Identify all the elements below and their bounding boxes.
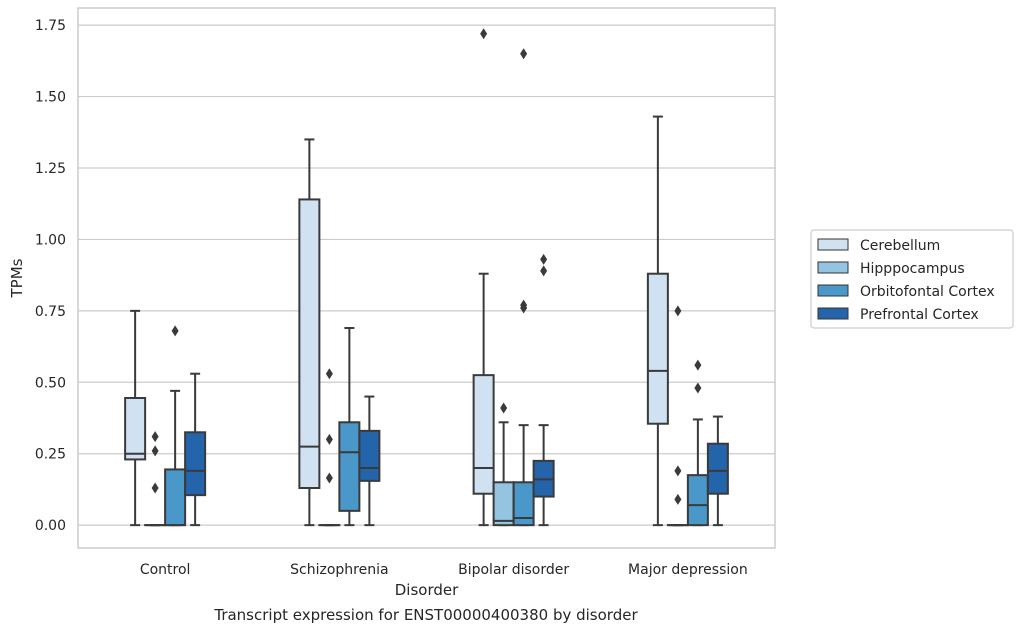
- box-3-3: [706, 442, 729, 495]
- x-tick-label: Bipolar disorder: [458, 562, 569, 578]
- legend-label: Cerebellum: [860, 238, 940, 254]
- plot-frame: [77, 7, 776, 549]
- outlier-point: [151, 482, 159, 494]
- legend-swatch: [817, 284, 849, 297]
- box-2-3: [686, 474, 709, 527]
- box-2-2: [512, 481, 535, 527]
- outlier-point: [674, 305, 682, 317]
- box-1-2: [492, 481, 515, 527]
- y-tick-label: 1.25: [35, 161, 66, 177]
- legend-swatch: [817, 261, 849, 274]
- legend-label: Prefrontal Cortex: [860, 307, 979, 323]
- outlier-point: [674, 465, 682, 477]
- y-tick-label: 1.00: [35, 232, 66, 248]
- x-tick-label: Schizophrenia: [290, 562, 388, 578]
- legend-label: Orbitofontal Cortex: [860, 284, 995, 300]
- legend-swatch: [817, 307, 849, 320]
- outlier-point: [520, 299, 528, 311]
- y-tick-label: 1.50: [35, 90, 66, 106]
- outlier-point: [480, 28, 488, 40]
- outlier-point: [540, 265, 548, 277]
- y-tick-label: 0.50: [35, 375, 66, 391]
- box-0-3: [646, 272, 669, 425]
- y-tick-label: 0.00: [35, 518, 66, 534]
- box-2-0: [164, 468, 187, 527]
- outlier-point: [674, 493, 682, 505]
- outlier-point: [151, 445, 159, 457]
- box-0-0: [124, 397, 147, 461]
- outlier-point: [520, 48, 528, 60]
- y-axis-label: TPMs: [8, 258, 26, 298]
- figure-caption: Transcript expression for ENST0000040038…: [214, 606, 638, 624]
- legend-label: Hipppocampus: [860, 261, 965, 277]
- y-tick-label: 0.75: [35, 304, 66, 320]
- box-0-2: [472, 374, 495, 495]
- x-tick-label: Control: [140, 562, 191, 578]
- outlier-point: [325, 433, 333, 445]
- x-axis-label: Disorder: [395, 581, 459, 599]
- box-2-1: [338, 421, 361, 512]
- outlier-point: [540, 253, 548, 265]
- outlier-point: [694, 359, 702, 371]
- box-3-1: [358, 429, 381, 482]
- y-tick-label: 0.25: [35, 447, 66, 463]
- boxplot-chart: 0.00 0.25 0.50 0.75 1.00 1.25 1.50 1.75 TPMs Diso…: [8, 7, 1014, 599]
- x-tick-label: Major depression: [628, 562, 748, 578]
- outlier-point: [151, 431, 159, 443]
- outlier-point: [694, 382, 702, 394]
- outlier-point: [171, 325, 179, 337]
- box-0-1: [298, 198, 321, 490]
- legend-box: [810, 229, 1014, 329]
- box-3-0: [184, 431, 207, 497]
- y-tick-label: 1.75: [35, 18, 66, 34]
- outlier-point: [500, 402, 508, 414]
- outlier-point: [325, 472, 333, 484]
- outlier-point: [325, 368, 333, 380]
- legend-swatch: [817, 238, 849, 251]
